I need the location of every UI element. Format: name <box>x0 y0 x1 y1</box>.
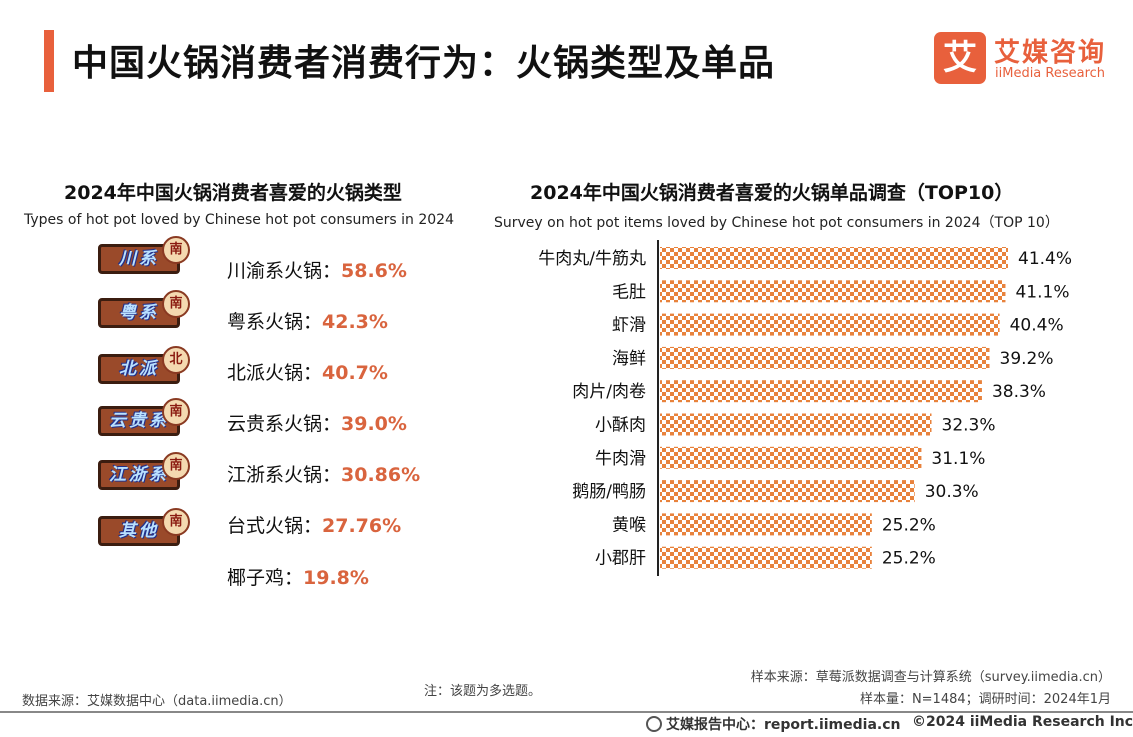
hotpot-type-row: 粤系火锅：42.3% <box>227 307 388 334</box>
hotpot-type-percent: 19.8% <box>303 567 369 589</box>
hotpot-type-row: 椰子鸡：19.8% <box>227 563 369 590</box>
hotpot-type-row: 江浙系火锅：30.86% <box>227 460 420 487</box>
logo-english-name: iiMedia Research <box>995 66 1106 81</box>
hotpot-items-chart-subtitle: Survey on hot pot items loved by Chinese… <box>494 215 1059 231</box>
hotpot-type-label: 北派火锅： <box>227 362 323 384</box>
hotpot-type-label: 台式火锅： <box>227 515 323 537</box>
hotpot-type-percent: 40.7% <box>322 362 388 384</box>
hotpot-type-sign-icon: 其他南 <box>96 508 200 556</box>
sample-size-note: 样本量：N=1484；调研时间：2024年1月 <box>859 692 1111 707</box>
data-source-note: 数据来源：艾媒数据中心（data.iimedia.cn） <box>22 694 292 709</box>
value-label: 31.1% <box>931 449 985 469</box>
hotpot-type-sign-icon: 川系南 <box>96 236 200 284</box>
hotpot-type-row: 川渝系火锅：58.6% <box>227 256 407 283</box>
value-label: 25.2% <box>882 515 936 535</box>
hotpot-types-title: 2024年中国火锅消费者喜爱的火锅类型 <box>64 182 402 204</box>
hotpot-type-label: 江浙系火锅： <box>227 464 342 486</box>
hotpot-type-row: 云贵系火锅：39.0% <box>227 409 407 436</box>
value-label: 41.1% <box>1015 282 1069 302</box>
logo-chinese-name: 艾媒咨询 <box>994 38 1107 68</box>
category-label: 肉片/肉卷 <box>572 382 646 402</box>
category-label: 小酥肉 <box>595 416 646 436</box>
category-label: 牛肉滑 <box>595 449 646 469</box>
multiple-choice-note: 注：该题为多选题。 <box>424 684 542 699</box>
bar <box>660 480 915 503</box>
hotpot-items-bar-chart: 牛肉丸/牛筋丸 41.4% 毛肚 41.1% 虾滑 40.4% 海鲜 39.2% 肉片/肉卷 38… <box>538 240 1072 576</box>
bar <box>660 247 1008 269</box>
sign-badge-icon: 南 <box>162 290 190 318</box>
hotpot-type-label: 川渝系火锅： <box>227 260 342 282</box>
hotpot-items-chart-title: 2024年中国火锅消费者喜爱的火锅单品调查（TOP10） <box>530 182 1014 204</box>
hotpot-type-sign-icon: 云贵系南 <box>96 398 200 446</box>
hotpot-type-percent: 39.0% <box>341 413 407 435</box>
report-center-text: 艾媒报告中心：report.iimedia.cn <box>666 717 901 733</box>
value-label: 32.3% <box>942 416 996 436</box>
hotpot-type-sign-icon: 江浙系南 <box>96 452 200 500</box>
sign-badge-icon: 南 <box>162 398 190 426</box>
report-center-link[interactable]: 艾媒报告中心：report.iimedia.cn <box>646 714 901 734</box>
hotpot-type-percent: 58.6% <box>341 260 407 282</box>
page-title: 中国火锅消费者消费行为：火锅类型及单品 <box>72 43 776 84</box>
value-label: 41.4% <box>1018 249 1072 269</box>
footer-divider <box>0 711 1133 713</box>
bar <box>660 280 1006 303</box>
category-label: 黄喉 <box>612 515 646 535</box>
category-label: 虾滑 <box>612 316 646 336</box>
sign-badge-icon: 南 <box>162 508 190 536</box>
sample-source-note: 样本来源：草莓派数据调查与计算系统（survey.iimedia.cn） <box>750 670 1111 685</box>
category-label: 小郡肝 <box>595 549 646 569</box>
value-label: 39.2% <box>1000 349 1054 369</box>
logo-mark-icon: 艾 <box>934 32 986 84</box>
hotpot-type-row: 北派火锅：40.7% <box>227 358 388 385</box>
hotpot-type-row: 台式火锅：27.76% <box>227 511 401 538</box>
value-label: 25.2% <box>882 549 936 569</box>
hotpot-type-percent: 42.3% <box>322 311 388 333</box>
brand-logo: 艾 艾媒咨询 iiMedia Research <box>934 32 1120 86</box>
category-label: 牛肉丸/牛筋丸 <box>538 249 646 269</box>
bar <box>660 513 872 536</box>
bar <box>660 413 932 436</box>
hotpot-type-percent: 30.86% <box>341 464 421 486</box>
hotpot-type-percent: 27.76% <box>322 515 402 537</box>
bar <box>660 546 872 569</box>
sign-badge-icon: 南 <box>162 452 190 480</box>
bar <box>660 346 990 369</box>
hotpot-type-label: 云贵系火锅： <box>227 413 342 435</box>
bar <box>660 446 922 469</box>
sign-badge-icon: 南 <box>162 236 190 264</box>
bar <box>660 380 982 403</box>
sign-badge-icon: 北 <box>162 346 190 374</box>
hotpot-type-label: 粤系火锅： <box>227 311 323 333</box>
value-label: 38.3% <box>992 382 1046 402</box>
globe-icon <box>646 716 662 732</box>
hotpot-types-subtitle: Types of hot pot loved by Chinese hot po… <box>24 212 454 228</box>
category-label: 毛肚 <box>612 282 646 302</box>
bar <box>660 313 1000 336</box>
hotpot-type-sign-icon: 北派北 <box>96 346 200 394</box>
value-label: 30.3% <box>925 482 979 502</box>
title-accent-bar <box>44 30 54 92</box>
value-label: 40.4% <box>1010 316 1064 336</box>
category-label: 海鲜 <box>612 349 646 369</box>
hotpot-type-label: 椰子鸡： <box>227 567 304 589</box>
copyright-text: ©2024 iiMedia Research Inc <box>912 714 1133 730</box>
category-label: 鹅肠/鸭肠 <box>572 482 646 502</box>
hotpot-type-sign-icon: 粤系南 <box>96 290 200 338</box>
